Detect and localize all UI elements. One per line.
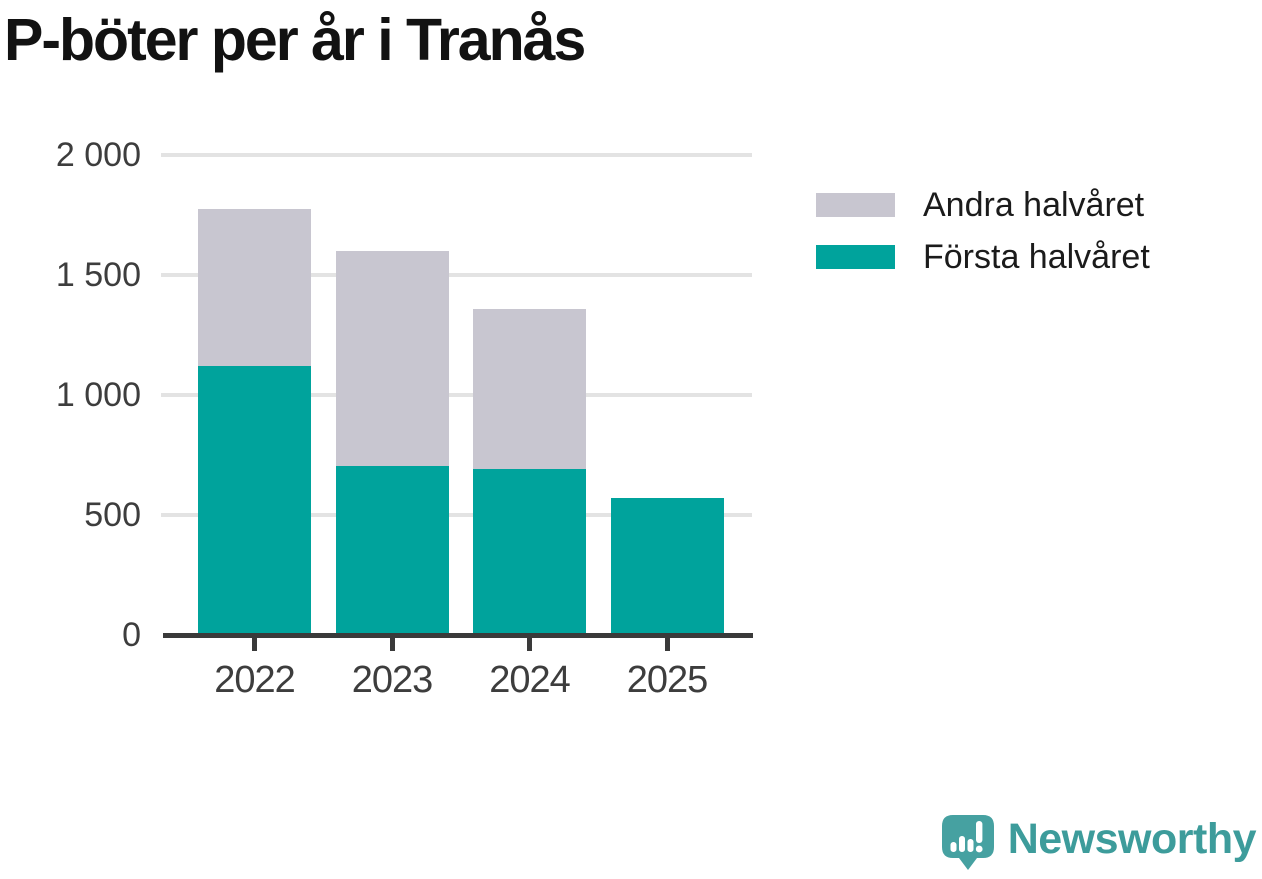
gridline-1000: [161, 393, 752, 397]
legend-swatch-andra-halvaret: [816, 193, 895, 217]
x-tick-label-2024: 2024: [489, 659, 571, 701]
x-tick-2022: [252, 638, 257, 651]
logo-exclamation-icon: [975, 821, 983, 843]
x-tick-2023: [389, 638, 395, 651]
y-tick-label: 2 000: [55, 136, 141, 174]
gridline-500: [161, 513, 752, 517]
y-tick-label: 500: [84, 496, 141, 534]
legend-label: Första halvåret: [923, 237, 1150, 276]
bar-2024-första-halvåret: [473, 469, 586, 635]
legend-swatch-forsta-halvaret: [816, 245, 895, 269]
logo-exclamation-dot-icon: [975, 845, 983, 853]
newsworthy-logo-icon: [941, 815, 994, 870]
chart-title: P-böter per år i Tranås: [4, 7, 586, 73]
y-tick-label: 1 000: [55, 376, 141, 414]
logo-bar-icon: [958, 836, 965, 852]
legend-label: Andra halvåret: [923, 185, 1145, 224]
y-tick-label: 1 500: [55, 256, 141, 294]
x-tick-2025: [664, 638, 670, 651]
newsworthy-wordmark: Newsworthy: [1007, 815, 1257, 863]
x-tick-2024: [527, 638, 532, 651]
bar-2023-första-halvåret: [335, 465, 449, 635]
legend: Andra halvåret Första halvåret: [816, 179, 1150, 283]
newsworthy-branding: Newsworthy: [941, 814, 1257, 871]
bar-2022-första-halvåret: [198, 366, 311, 635]
legend-item-forsta-halvaret: Första halvåret: [816, 231, 1150, 283]
bar-2022-andra-halvåret: [198, 209, 311, 367]
y-tick-label: 0: [122, 616, 141, 654]
gridline-2000: [161, 153, 752, 157]
bar-2025-första-halvåret: [610, 498, 724, 635]
bar-2024-andra-halvåret: [473, 308, 586, 470]
x-axis-line: [163, 633, 753, 638]
x-tick-label-2023: 2023: [351, 659, 434, 701]
gridline-1500: [161, 273, 752, 277]
bar-2023-andra-halvåret: [335, 251, 449, 466]
x-tick-label-2025: 2025: [626, 659, 709, 701]
logo-bar-icon: [950, 842, 957, 852]
legend-item-andra-halvaret: Andra halvåret: [816, 179, 1150, 231]
x-tick-label-2022: 2022: [214, 659, 296, 701]
logo-bar-icon: [967, 839, 974, 852]
